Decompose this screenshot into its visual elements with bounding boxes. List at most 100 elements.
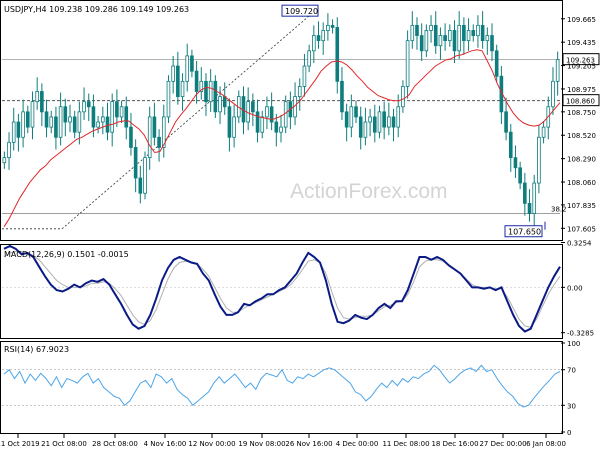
candle-body [372,116,377,133]
rsi-axis: 100 70 30 0 [561,340,580,437]
macd-y-tick-label: -0.3285 [567,330,594,338]
candle-body [433,24,438,47]
candle-body [7,141,11,159]
low-label: 107.650 [508,228,541,237]
candle-body [551,80,555,108]
candle-body [2,157,7,164]
candle-body [86,101,91,108]
candle-body [101,116,105,123]
macd-main-line [3,244,561,333]
candle-body [312,35,316,52]
candle-body [54,116,58,138]
candle-body [527,202,532,214]
candle-body [147,116,152,159]
price-candles [2,11,560,228]
x-tick-label: 18 Dec 16:00 [431,440,478,448]
current-price-box [562,53,600,66]
candle-body [30,101,35,128]
price-y-tick-label: 107.835 [567,202,596,210]
candle-body [415,24,419,36]
candle-body [274,121,279,133]
candle-body [110,101,114,133]
candle-body [377,111,382,133]
candle-body [152,116,157,138]
candle-body [21,111,25,138]
x-tick-label: 27 Dec 00:00 [479,440,526,448]
candle-body [199,80,204,92]
rsi-y-tick-label: 0 [567,429,571,437]
candle-body [119,106,124,118]
rsi-title: RSI(14) 67.9023 [4,345,69,354]
x-axis: 11 Oct 2019 21 Oct 08:00 28 Oct 08:00 4 Nov… [0,434,566,448]
candle-body [16,121,21,138]
candle-body [157,136,161,148]
candle-body [82,101,86,113]
candle-body [340,80,344,113]
candle-body [129,126,133,148]
candle-body [232,116,236,138]
candle-body [11,121,16,143]
candle-body [438,35,443,47]
candle-body [358,116,363,138]
macd-y-tick-label: 0.00 [567,284,583,292]
candle-body [382,111,386,128]
candle-body [396,106,401,128]
candle-body [326,24,330,31]
candle-body [166,80,171,118]
candle-body [171,65,175,82]
candle-body [410,24,415,42]
price-panel-frame [0,0,563,241]
candle-body [68,116,72,123]
candle-body [508,131,513,159]
candle-body [405,40,410,87]
x-tick-label: 21 Oct 08:00 [41,440,87,448]
candle-body [555,59,560,82]
candle-body [180,80,185,97]
candle-body [302,65,307,87]
candle-body [138,177,143,194]
candle-body [344,111,349,128]
macd-title: MACD(12,26,9) 0.1501 -0.0015 [4,250,129,259]
candle-body [176,65,180,97]
candle-body [447,30,452,42]
candle-body [419,35,424,52]
candle-body [523,182,527,204]
macd-panel-frame [0,244,563,339]
resistance-label-box [562,94,600,107]
candle-body [541,126,546,138]
candle-body [72,116,77,133]
candle-body [44,111,49,128]
rsi-lines [2,364,561,408]
x-tick-label: 11 Dec 08:00 [382,440,429,448]
candle-body [387,116,391,128]
price-y-tick-label: 108.750 [567,109,596,117]
x-tick-label: 12 Nov 00:00 [188,440,235,448]
price-y-tick-label: 109.435 [567,39,596,47]
candle-body [190,55,194,72]
candle-body [96,121,100,128]
candle-body [218,96,222,113]
rsi-panel-frame [0,341,563,434]
candle-body [518,167,522,184]
candle-body [537,136,541,184]
candle-body [25,111,30,128]
candle-body [213,80,218,113]
candle-body [368,116,372,123]
candle-body [63,106,68,123]
price-grid [2,14,560,230]
moving-average [3,49,561,228]
price-y-tick-label: 109.205 [567,63,596,71]
candle-body [58,106,63,138]
price-annotations: 109.720 107.650 38.2 108.860 109.263 [281,4,600,238]
candle-body [161,116,166,148]
chart-header: USDJPY,H4 109.238 109.286 109.149 109.26… [4,5,189,14]
x-tick-label: 6 Jan 08:00 [526,440,566,448]
x-tick-label: 4 Dec 00:00 [336,440,379,448]
candle-body [297,86,302,97]
x-tick-label: 11 Oct 2019 [0,440,40,448]
x-tick-label: 4 Nov 16:00 [144,440,187,448]
candle-body [194,70,199,92]
candle-body [494,50,499,77]
